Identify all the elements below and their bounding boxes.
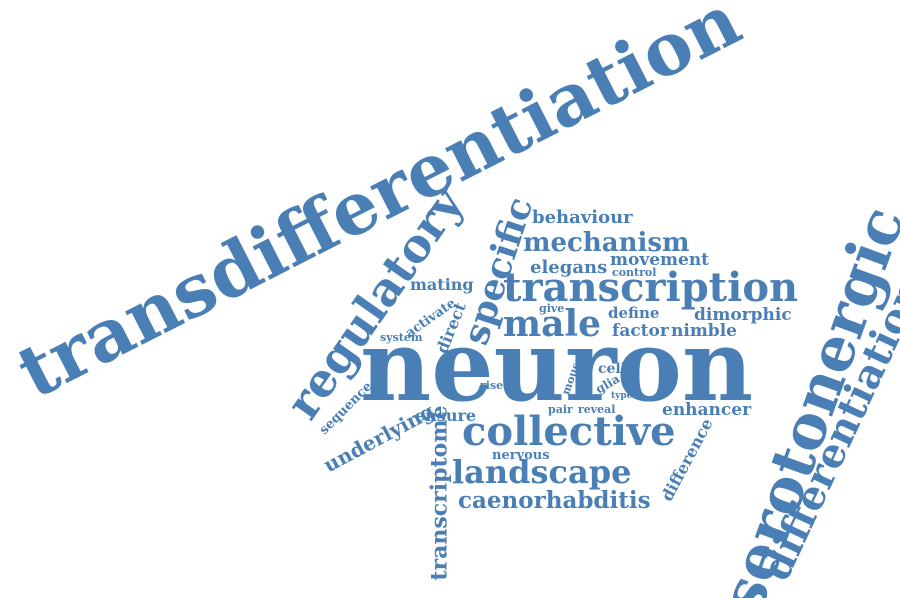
word-factor: factor — [612, 321, 669, 341]
word-give: give — [539, 302, 565, 315]
word-transcription: transcription — [503, 264, 799, 311]
word-behaviour: behaviour — [532, 207, 633, 228]
word-pair: pair — [548, 403, 573, 416]
word-system: system — [380, 331, 423, 344]
word-mechanism: mechanism — [523, 228, 690, 258]
word-male: male — [503, 303, 601, 345]
word-neuron: neuron — [360, 309, 754, 424]
word-rise: rise — [480, 379, 504, 392]
word-elegans: elegans — [530, 257, 608, 278]
word-ensure: ensure — [415, 406, 477, 425]
word-movement: movement — [610, 250, 710, 270]
word-transcriptome: transcriptome — [426, 405, 453, 581]
word-cell: cell — [598, 361, 627, 377]
word-define: define — [608, 304, 660, 322]
word-dimorphic: dimorphic — [694, 305, 792, 325]
word-caenorhabditis: caenorhabditis — [458, 487, 651, 514]
word-collective: collective — [462, 408, 676, 455]
word-nervous: nervous — [492, 448, 550, 463]
word-nimble: nimble — [671, 321, 737, 341]
word-control: control — [612, 266, 657, 279]
word-mating: mating — [410, 275, 474, 294]
word-type: type — [611, 391, 633, 401]
word-landscape: landscape — [452, 453, 632, 491]
word-reveal: reveal — [578, 403, 616, 416]
word-enhancer: enhancer — [662, 400, 752, 420]
